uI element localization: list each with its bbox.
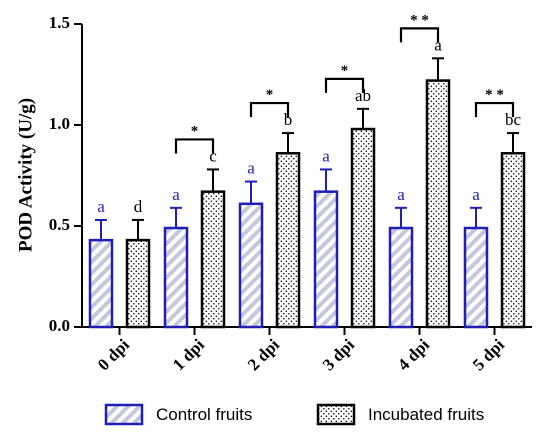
x-tick-label: 3 dpi [319,335,358,374]
x-tick-label: 5 dpi [469,335,508,374]
y-tick-label: 1.0 [49,114,70,133]
bar-incubated [350,127,376,329]
x-tick-label: 1 dpi [169,335,208,374]
bar-control [163,226,189,329]
letter-label-control: a [397,185,405,204]
bar-control [313,190,339,329]
letter-label-incubated: c [209,146,217,165]
letter-label-control: a [322,146,330,165]
significance-marker: * [266,87,274,103]
bar-control [388,226,414,329]
x-tick-label: 4 dpi [394,335,433,374]
significance-bracket [324,77,365,93]
letter-label-incubated: b [284,110,293,129]
significance-marker: * [191,123,199,139]
letter-label-control: a [172,185,180,204]
y-tick-label: 1.5 [49,13,70,32]
bar-incubated [125,238,151,329]
legend-label-control: Control fruits [156,405,252,424]
bar-incubated [425,79,451,329]
bar-control [238,202,264,329]
significance-marker: * * [485,87,504,103]
significance-bracket [249,101,290,118]
y-tick-label: 0.0 [49,316,70,335]
y-axis-label: POD Activity (U/g) [15,98,36,252]
letter-label-control: a [247,159,255,178]
letter-label-control: a [472,185,480,204]
bar-incubated [200,190,226,329]
legend-swatch-control [104,403,144,426]
significance-marker: * * [410,12,429,28]
x-tick-label: 0 dpi [94,335,133,374]
x-tick-label: 2 dpi [244,335,283,374]
legend-swatch-incubated [316,403,356,426]
significance-marker: * [341,63,349,79]
bar-incubated [275,152,301,329]
significance-bracket [174,138,215,154]
bar-control [88,238,114,329]
legend: Control fruits Incubated fruits [104,403,484,426]
significance-bracket [474,101,515,118]
letter-label-incubated: d [134,197,143,216]
letter-label-incubated: a [434,35,442,54]
bar-incubated [500,152,526,329]
y-tick-label: 0.5 [49,215,70,234]
significance-bracket [399,27,440,43]
bar-control [463,226,489,329]
letter-label-incubated: bc [505,110,522,129]
letter-label-control: a [97,197,105,216]
legend-label-incubated: Incubated fruits [368,405,484,424]
letter-label-incubated: ab [355,86,371,105]
